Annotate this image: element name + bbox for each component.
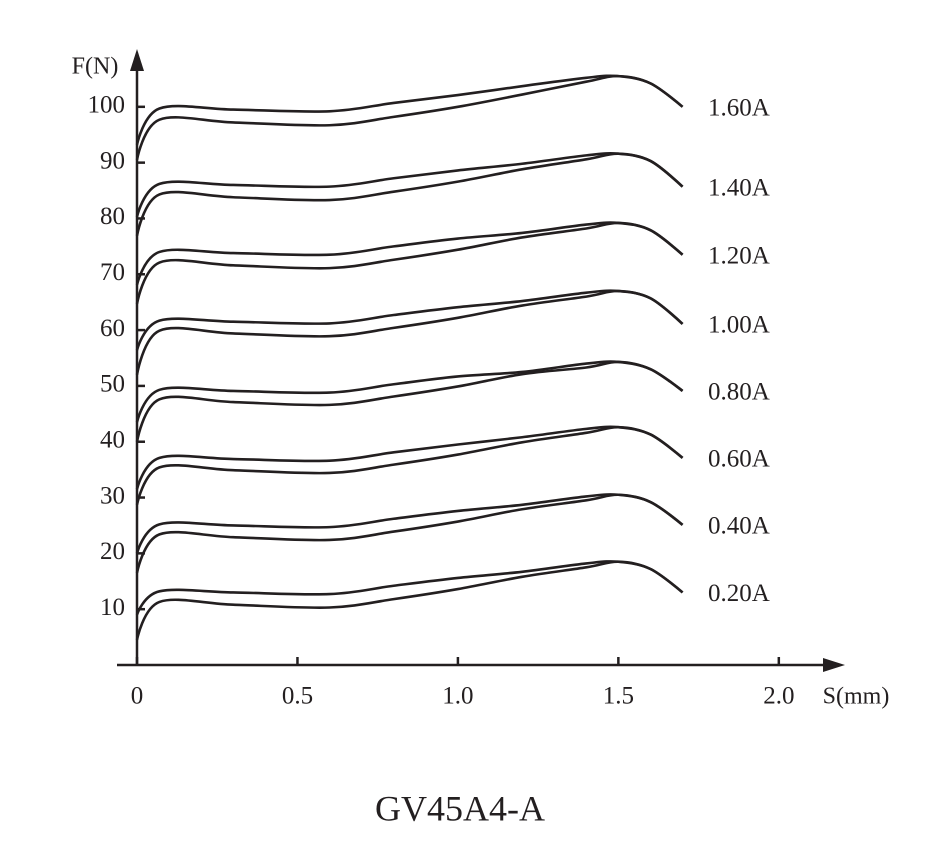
force-curve: [135, 360, 684, 423]
series-label: 0.40A: [708, 513, 770, 540]
y-tick-label: 80: [100, 203, 125, 230]
x-tick-label: 1.5: [603, 683, 634, 710]
series-label: 1.20A: [708, 242, 770, 269]
series-label: 1.00A: [708, 312, 770, 339]
y-axis-arrow: [130, 49, 144, 71]
y-axis-label: F(N): [72, 54, 119, 80]
y-tick-label: 90: [100, 147, 125, 174]
force-curve: [135, 493, 684, 554]
y-tick-label: 100: [88, 92, 126, 119]
force-curve: [135, 74, 684, 146]
force-curve: [135, 425, 684, 506]
force-curve: [135, 493, 684, 574]
force-curve: [135, 152, 684, 237]
series-label: 0.60A: [708, 446, 770, 473]
y-tick-label: 70: [100, 259, 125, 286]
force-curve: [135, 560, 684, 616]
force-curve: [135, 289, 684, 351]
force-curve: [135, 221, 684, 305]
force-curve: [135, 289, 684, 375]
x-tick-label: 0: [131, 683, 144, 710]
force-curve: [135, 74, 684, 161]
y-tick-label: 10: [100, 594, 125, 621]
x-tick-label: 1.0: [442, 683, 473, 710]
force-curve: [135, 425, 684, 490]
force-curve: [135, 221, 684, 286]
y-tick-label: 30: [100, 482, 125, 509]
y-tick-label: 40: [100, 426, 125, 453]
y-tick-label: 50: [100, 371, 125, 398]
series-label: 0.20A: [708, 580, 770, 607]
x-tick-label: 0.5: [282, 683, 313, 710]
force-curve: [135, 152, 684, 218]
y-tick-label: 20: [100, 538, 125, 565]
x-axis-label: S(mm): [823, 684, 890, 710]
x-axis-arrow: [823, 658, 845, 672]
force-curve: [135, 560, 684, 641]
series-label: 0.80A: [708, 379, 770, 406]
y-tick-label: 60: [100, 315, 125, 342]
chart-title: GV45A4-A: [375, 788, 545, 828]
series-label: 1.40A: [708, 174, 770, 201]
series-label: 1.60A: [708, 95, 770, 122]
x-tick-label: 2.0: [763, 683, 794, 710]
force-curve: [135, 360, 684, 442]
